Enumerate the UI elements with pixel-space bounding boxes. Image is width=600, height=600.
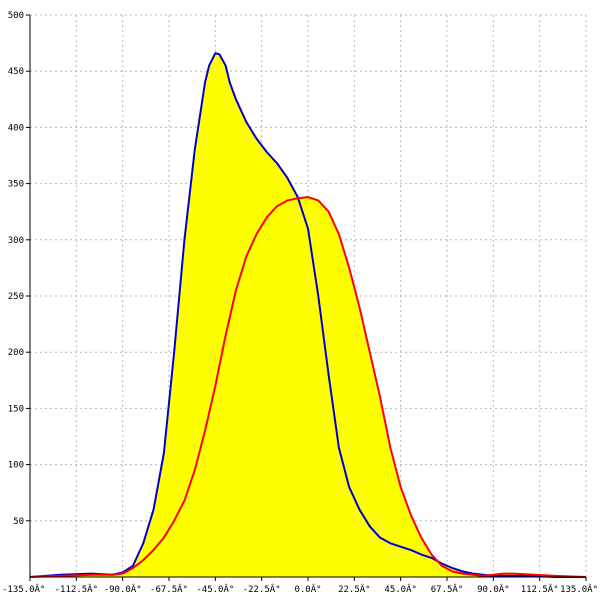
x-tick-label-6: 0.0Â° xyxy=(294,583,321,595)
series-line-0 xyxy=(29,52,586,578)
series-area-1 xyxy=(30,197,586,577)
y-tick-label-1: 100 xyxy=(8,461,24,471)
y-tick-label-2: 150 xyxy=(8,404,24,414)
x-tick-label-0: -135.0Â° xyxy=(2,583,45,595)
x-tick-label-8: 45.0Â° xyxy=(384,583,417,595)
x-tick-labels: -135.0Â° -112.5Â° -90.0Â° -67.5Â° -45.0Â° -22… xyxy=(2,583,598,595)
axes xyxy=(26,14,587,581)
x-tick-label-9: 67.5Â° xyxy=(431,583,464,595)
x-tick-label-2: -90.0Â° xyxy=(104,583,142,595)
x-tick-label-3: -67.5Â° xyxy=(150,583,188,595)
x-tick-label-5: -22.5Â° xyxy=(243,583,281,595)
series-line-1 xyxy=(29,196,587,578)
x-tick-label-1: -112.5Â° xyxy=(55,583,98,595)
y-tick-label-0: 50 xyxy=(13,517,24,527)
x-tick-label-4: -45.0Â° xyxy=(196,583,234,595)
y-tick-label-6: 350 xyxy=(8,180,24,190)
x-tick-label-12: 135.0Â° xyxy=(560,583,598,595)
x-tick-label-10: 90.0Â° xyxy=(477,583,510,595)
y-tick-label-9: 500 xyxy=(8,11,24,21)
series-lines xyxy=(29,52,587,578)
y-tick-labels: 50 100 150 200 250 300 350 400 450 500 xyxy=(8,11,24,527)
series-fill-areas xyxy=(30,53,586,577)
x-tick-label-11: 112.5Â° xyxy=(521,583,559,595)
y-tick-label-8: 450 xyxy=(8,67,24,77)
y-tick-label-4: 250 xyxy=(8,292,24,302)
y-tick-label-3: 200 xyxy=(8,348,24,358)
y-tick-label-5: 300 xyxy=(8,236,24,246)
x-tick-label-7: 22.5Â° xyxy=(338,583,371,595)
y-tick-label-7: 400 xyxy=(8,123,24,133)
